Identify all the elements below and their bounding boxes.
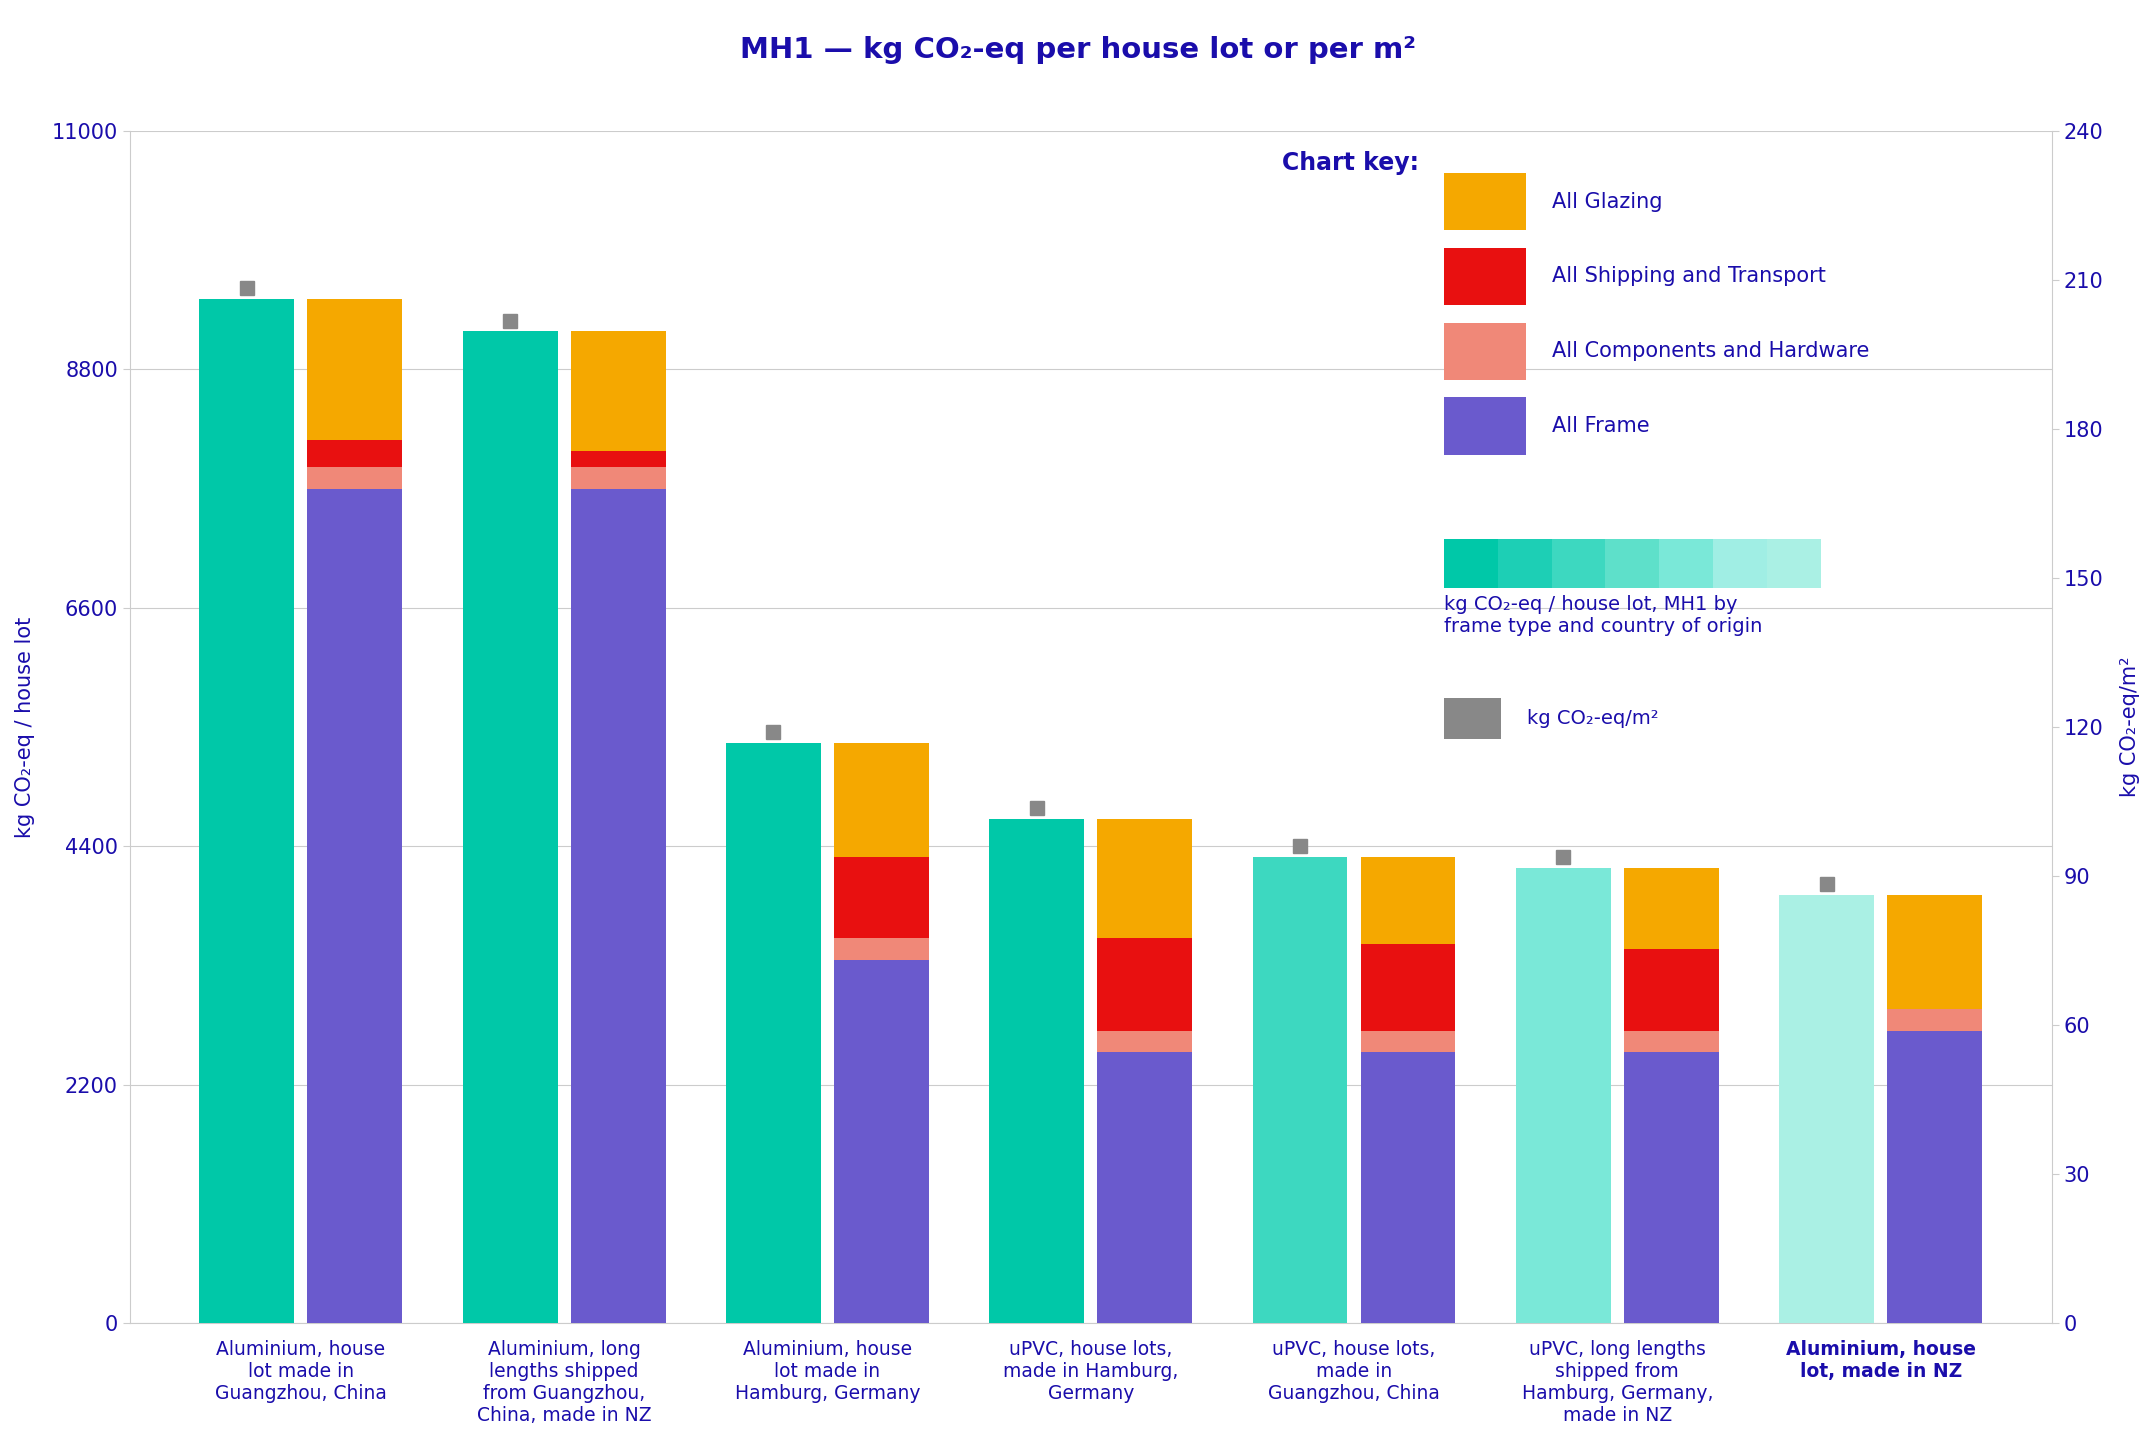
- Bar: [571, 467, 666, 488]
- Bar: [1252, 857, 1347, 1323]
- Bar: [834, 743, 929, 857]
- Bar: [1097, 1031, 1192, 1053]
- Y-axis label: kg CO₂-eq/m²: kg CO₂-eq/m²: [2121, 657, 2140, 798]
- Bar: [1360, 857, 1455, 943]
- Text: All Components and Hardware: All Components and Hardware: [1552, 341, 1868, 361]
- Bar: [1625, 1053, 1720, 1323]
- Bar: [571, 451, 666, 467]
- Bar: [308, 488, 403, 1323]
- Bar: [1888, 896, 1983, 1009]
- Bar: [571, 488, 666, 1323]
- Bar: [1780, 896, 1875, 1323]
- Bar: [308, 439, 403, 467]
- Bar: [1097, 939, 1192, 1031]
- Bar: [1360, 1031, 1455, 1053]
- Text: kg CO₂-eq/m²: kg CO₂-eq/m²: [1528, 708, 1659, 729]
- Text: All Frame: All Frame: [1552, 416, 1649, 436]
- Y-axis label: kg CO₂-eq / house lot: kg CO₂-eq / house lot: [15, 616, 34, 838]
- Bar: [1515, 868, 1610, 1323]
- Text: Chart key:: Chart key:: [1282, 151, 1420, 176]
- Bar: [1888, 1031, 1983, 1323]
- Bar: [1625, 949, 1720, 1031]
- Text: kg CO₂-eq / house lot, MH1 by
frame type and country of origin: kg CO₂-eq / house lot, MH1 by frame type…: [1444, 595, 1763, 635]
- Text: All Glazing: All Glazing: [1552, 192, 1662, 212]
- Bar: [1097, 1053, 1192, 1323]
- Bar: [571, 331, 666, 451]
- Bar: [1888, 1009, 1983, 1031]
- Bar: [989, 819, 1084, 1323]
- Text: MH1 — kg CO₂-eq per house lot or per m²: MH1 — kg CO₂-eq per house lot or per m²: [739, 36, 1416, 63]
- Bar: [1625, 868, 1720, 949]
- Bar: [308, 300, 403, 439]
- Bar: [308, 467, 403, 488]
- Bar: [726, 743, 821, 1323]
- Bar: [463, 331, 558, 1323]
- Bar: [200, 300, 295, 1323]
- Text: All Shipping and Transport: All Shipping and Transport: [1552, 266, 1825, 287]
- Bar: [1360, 943, 1455, 1031]
- Bar: [834, 960, 929, 1323]
- Bar: [1625, 1031, 1720, 1053]
- Bar: [834, 939, 929, 960]
- Bar: [834, 857, 929, 939]
- Bar: [1097, 819, 1192, 939]
- Bar: [1360, 1053, 1455, 1323]
